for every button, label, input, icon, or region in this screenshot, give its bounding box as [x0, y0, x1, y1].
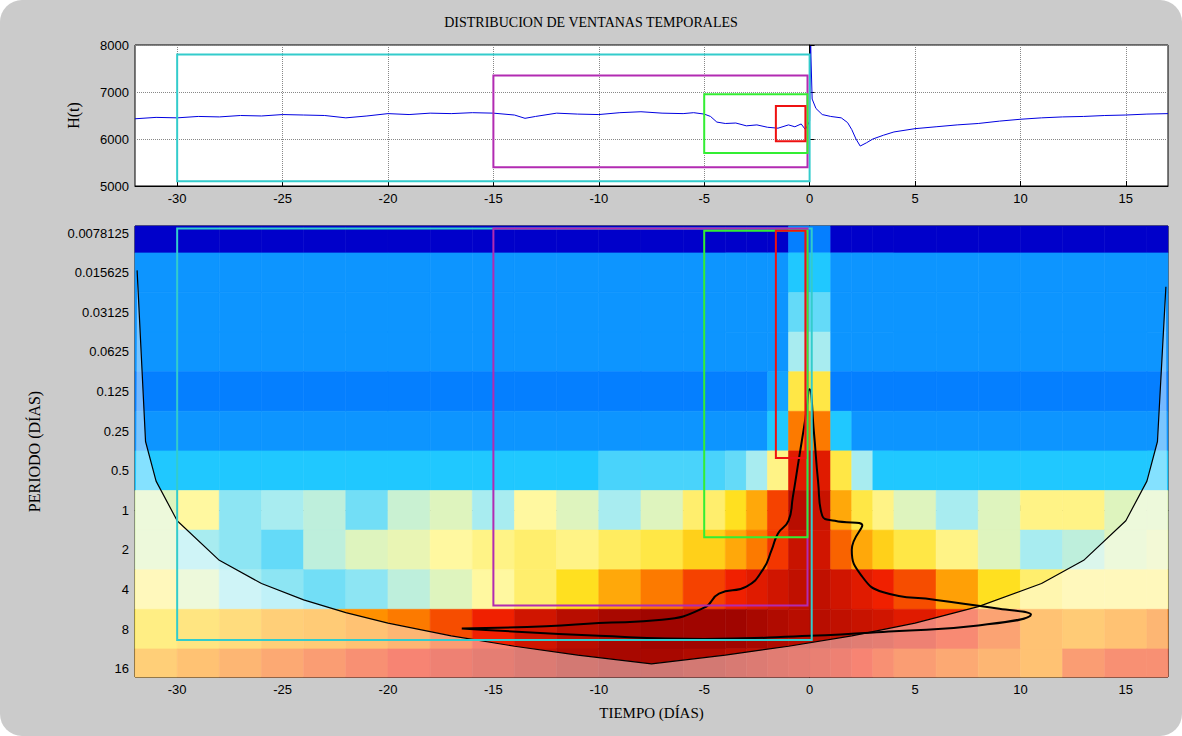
svg-text:2: 2	[122, 542, 129, 557]
svg-text:10: 10	[1013, 682, 1027, 697]
svg-text:6000: 6000	[100, 132, 129, 147]
svg-text:7000: 7000	[100, 85, 129, 100]
svg-text:5: 5	[911, 682, 918, 697]
svg-text:0.125: 0.125	[96, 384, 129, 399]
svg-text:-10: -10	[589, 191, 608, 206]
svg-text:0: 0	[806, 682, 813, 697]
svg-text:5000: 5000	[100, 179, 129, 194]
svg-text:-25: -25	[273, 682, 292, 697]
svg-text:-5: -5	[698, 191, 710, 206]
svg-text:-15: -15	[484, 682, 503, 697]
svg-text:15: 15	[1119, 682, 1133, 697]
svg-text:0: 0	[806, 191, 813, 206]
svg-text:10: 10	[1013, 191, 1027, 206]
svg-text:1: 1	[122, 503, 129, 518]
svg-text:-20: -20	[379, 191, 398, 206]
svg-text:0.03125: 0.03125	[82, 305, 129, 320]
svg-text:-25: -25	[273, 191, 292, 206]
svg-text:TIEMPO (DÍAS): TIEMPO (DÍAS)	[599, 705, 704, 722]
svg-text:-20: -20	[379, 682, 398, 697]
svg-text:5: 5	[911, 191, 918, 206]
svg-text:-15: -15	[484, 191, 503, 206]
svg-text:0.015625: 0.015625	[75, 265, 129, 280]
svg-text:-5: -5	[698, 682, 710, 697]
svg-text:PERIODO (DÍAS): PERIODO (DÍAS)	[25, 391, 44, 512]
svg-text:H(t): H(t)	[65, 102, 83, 129]
svg-text:0.5: 0.5	[111, 463, 129, 478]
svg-text:0.0078125: 0.0078125	[68, 226, 129, 241]
svg-text:16: 16	[115, 661, 129, 676]
svg-text:4: 4	[122, 582, 129, 597]
svg-text:0.0625: 0.0625	[89, 344, 129, 359]
svg-text:8: 8	[122, 622, 129, 637]
svg-text:15: 15	[1119, 191, 1133, 206]
svg-text:DISTRIBUCION DE VENTANAS TEMPO: DISTRIBUCION DE VENTANAS TEMPORALES	[444, 15, 738, 30]
svg-text:8000: 8000	[100, 38, 129, 53]
svg-text:-30: -30	[168, 682, 187, 697]
svg-text:-30: -30	[168, 191, 187, 206]
svg-text:-10: -10	[589, 682, 608, 697]
svg-text:0.25: 0.25	[104, 424, 129, 439]
